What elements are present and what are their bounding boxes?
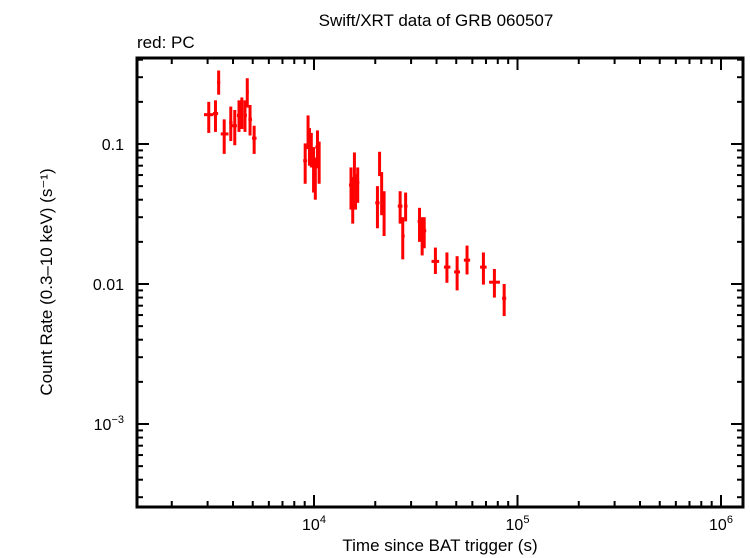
data-point [213, 100, 219, 132]
data-point [252, 125, 257, 154]
data-point [356, 167, 360, 203]
y-tick-label: 0.01 [93, 277, 124, 294]
data-point [313, 157, 317, 200]
data-point [378, 151, 382, 177]
data-point [489, 268, 500, 298]
y-tick-label: 0.1 [102, 137, 124, 154]
y-tick-label: 10−3 [94, 414, 124, 434]
data-point [375, 186, 380, 229]
x-axis-ticks [170, 58, 722, 507]
data-point [243, 100, 247, 132]
y-axis-tick-labels: 0.1 0.01 10−3 [93, 137, 124, 434]
chart-subtitle: red: PC [137, 33, 195, 52]
x-tick-label: 104 [302, 514, 326, 534]
data-point [354, 174, 358, 210]
data-point [431, 247, 440, 274]
data-point [480, 252, 487, 285]
data-point [240, 97, 244, 129]
data-point [404, 192, 408, 222]
data-point [203, 101, 214, 133]
data-point [422, 217, 427, 249]
data-point [397, 191, 403, 224]
x-axis-tick-labels: 104 105 106 [302, 514, 733, 534]
data-series-pc [203, 70, 507, 317]
data-point [245, 78, 249, 108]
data-point [231, 109, 237, 146]
data-point [317, 141, 321, 184]
data-point [380, 172, 384, 216]
y-axis-label: Count Rate (0.3–10 keV) (s⁻¹) [37, 168, 56, 395]
data-point [351, 177, 355, 224]
x-tick-label: 105 [506, 514, 530, 534]
chart-title: Swift/XRT data of GRB 060507 [319, 11, 554, 30]
x-axis-label: Time since BAT trigger (s) [342, 536, 537, 555]
data-point [382, 191, 386, 237]
data-point [463, 245, 471, 275]
data-point [220, 119, 229, 154]
data-point [217, 70, 221, 95]
data-point [309, 132, 313, 168]
y-axis-ticks [137, 58, 743, 499]
data-point [248, 104, 253, 136]
data-point [502, 284, 507, 317]
data-point [401, 217, 405, 260]
data-point [303, 143, 308, 184]
data-point [443, 252, 451, 283]
data-point [454, 256, 461, 291]
x-tick-label: 106 [709, 514, 733, 534]
plot-frame [135, 56, 745, 509]
data-point [229, 106, 233, 142]
